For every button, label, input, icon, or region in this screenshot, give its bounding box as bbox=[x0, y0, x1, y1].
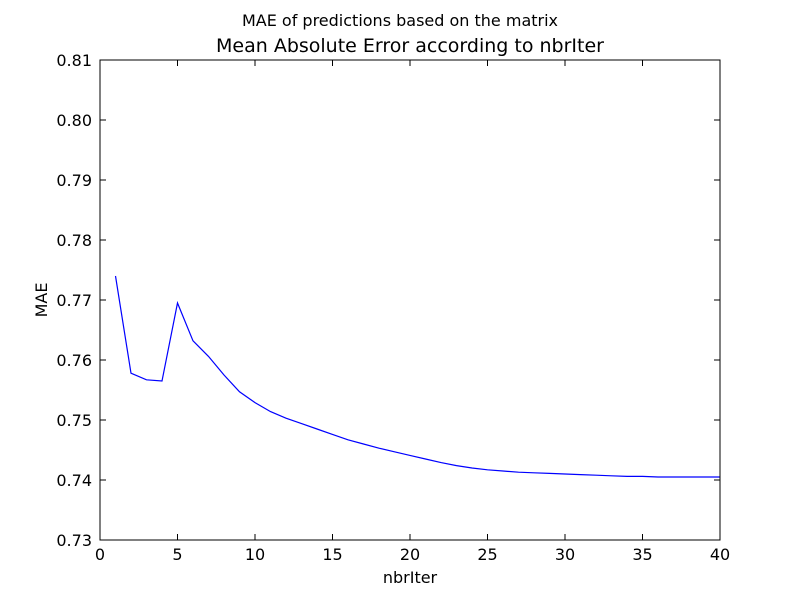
x-axis-label: nbrIter bbox=[383, 568, 438, 587]
x-tick-label: 20 bbox=[400, 545, 420, 564]
y-tick-label: 0.76 bbox=[56, 351, 92, 370]
y-tick-label: 0.74 bbox=[56, 471, 92, 490]
x-tick-label: 0 bbox=[95, 545, 105, 564]
x-tick-label: 10 bbox=[245, 545, 265, 564]
y-tick-label: 0.81 bbox=[56, 51, 92, 70]
figure-suptitle: MAE of predictions based on the matrix bbox=[242, 11, 558, 30]
data-series-line bbox=[114, 275, 720, 478]
x-tick-label: 5 bbox=[172, 545, 182, 564]
x-tick-label: 30 bbox=[555, 545, 575, 564]
x-tick-label: 15 bbox=[322, 545, 342, 564]
x-tick-label: 25 bbox=[477, 545, 497, 564]
y-tick-label: 0.75 bbox=[56, 411, 92, 430]
x-tick-label: 40 bbox=[710, 545, 730, 564]
chart-title: Mean Absolute Error according to nbrIter bbox=[216, 35, 604, 57]
y-tick-label: 0.73 bbox=[56, 531, 92, 550]
y-tick-label: 0.79 bbox=[56, 171, 92, 190]
axes-frame bbox=[99, 59, 721, 541]
y-tick-label: 0.78 bbox=[56, 231, 92, 250]
y-tick-label: 0.80 bbox=[56, 111, 92, 130]
y-axis-label: MAE bbox=[32, 283, 51, 318]
plot-area: 0 5 10 15 20 25 30 35 40 0.73 0.74 0.75 0.76 0.77 0.78… bbox=[56, 51, 730, 564]
x-tick-label: 35 bbox=[632, 545, 652, 564]
y-tick-label: 0.77 bbox=[56, 291, 92, 310]
